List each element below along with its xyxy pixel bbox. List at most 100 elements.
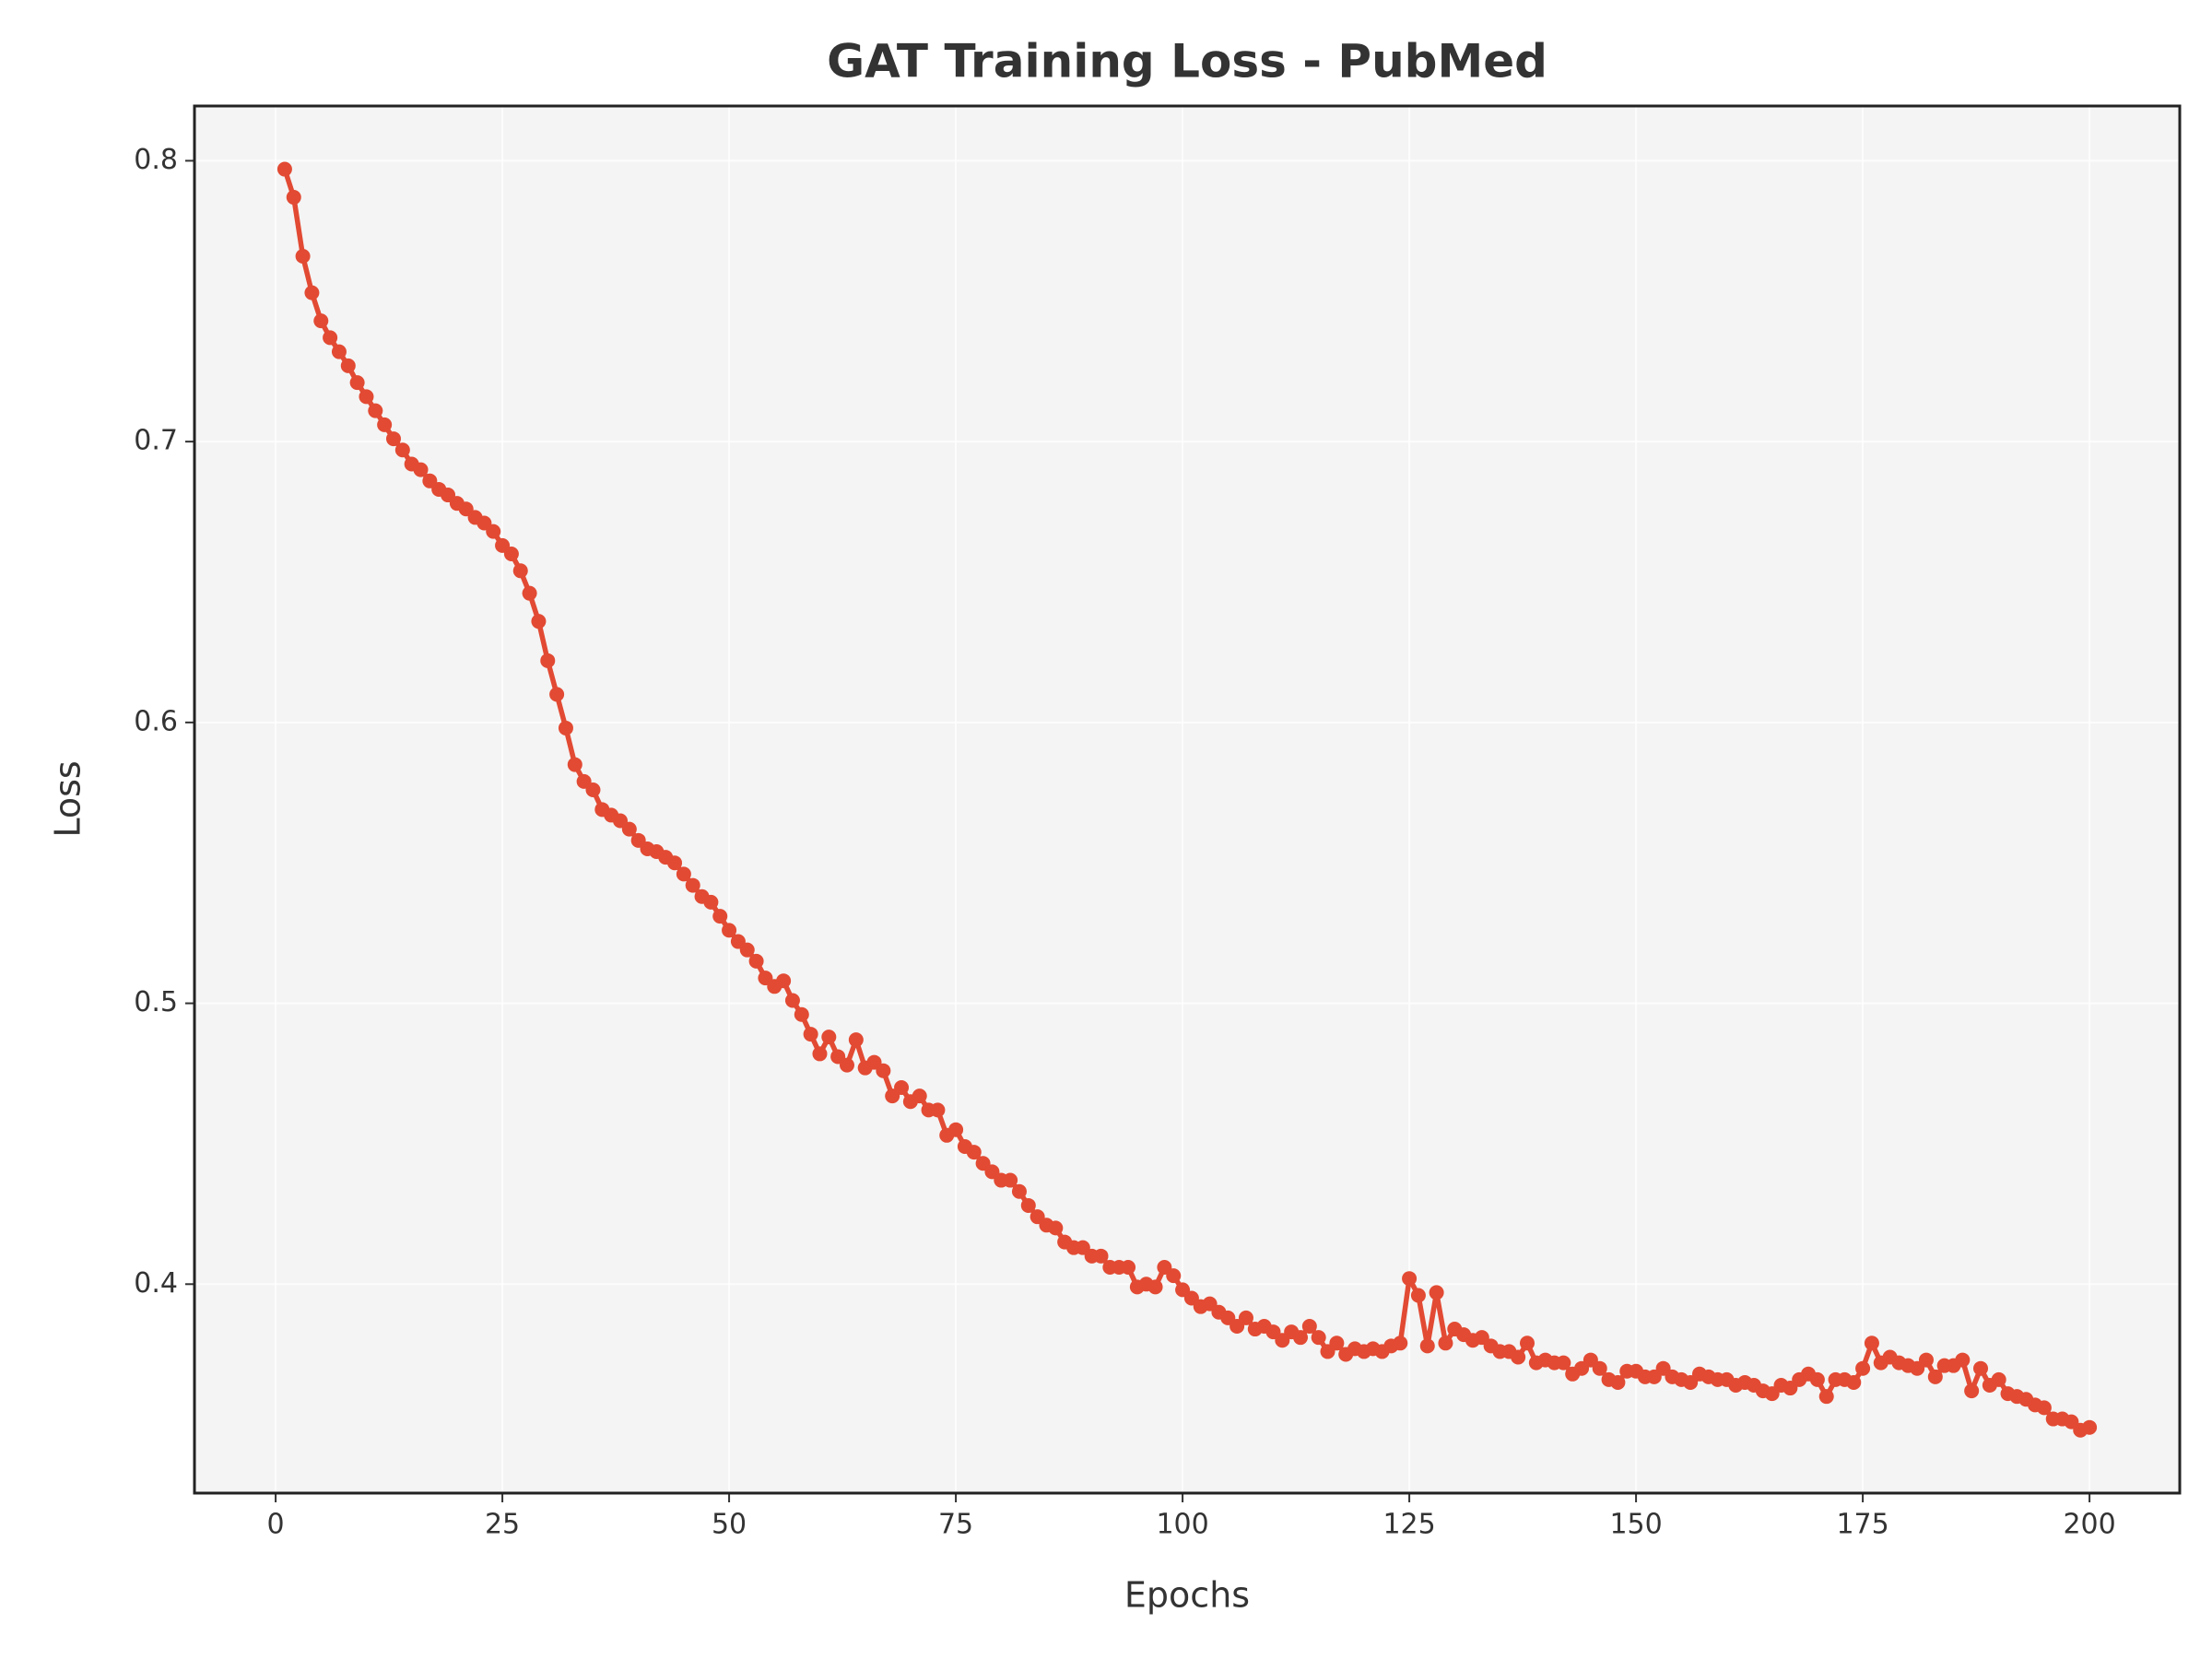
y-tick-label: 0.4 [134,1267,178,1300]
point [585,782,601,797]
chart-title: GAT Training Loss - PubMed [827,35,1547,88]
y-tick-label: 0.8 [134,144,178,176]
point [1147,1279,1163,1295]
point [313,313,329,329]
point [667,855,683,871]
point [1301,1318,1317,1334]
point [1238,1310,1253,1325]
point [1093,1248,1109,1264]
point [821,1030,837,1045]
point [1520,1335,1535,1351]
point [712,909,728,924]
point [812,1046,828,1062]
point [1402,1271,1418,1287]
point [368,403,383,418]
point [2082,1419,2098,1435]
x-tick-label: 0 [267,1509,285,1541]
point [331,344,347,359]
point [503,547,519,562]
point [286,190,301,206]
point [276,161,292,177]
point [2036,1400,2052,1416]
point [848,1032,864,1048]
point [486,524,501,539]
y-axis-label: Loss [48,760,88,837]
point [966,1145,982,1160]
point [1855,1360,1871,1376]
point [1964,1383,1980,1399]
point [1610,1374,1626,1390]
x-tick-label: 125 [1382,1509,1435,1541]
point [1846,1374,1862,1390]
point [413,462,429,477]
point [621,821,637,837]
point [531,614,547,629]
point [295,249,311,265]
x-tick-label: 200 [2063,1509,2115,1541]
point [803,1027,818,1042]
point [839,1057,854,1073]
point [1438,1335,1453,1351]
point [1556,1355,1571,1371]
point [784,993,800,1008]
point [567,757,582,772]
point [1973,1360,1989,1376]
x-tick-label: 150 [1609,1509,1662,1541]
x-tick-label: 50 [712,1509,747,1541]
point [748,953,764,969]
point [394,442,410,458]
point [1011,1183,1027,1199]
point [794,1006,809,1022]
point [558,720,573,735]
point [1293,1330,1309,1346]
point [1918,1352,1934,1368]
point [894,1079,910,1095]
point [1121,1260,1136,1276]
point [1311,1330,1326,1346]
point [349,375,365,391]
point [676,866,691,882]
point [340,358,356,373]
point [1592,1360,1607,1376]
x-tick-label: 75 [938,1509,973,1541]
point [876,1063,891,1078]
point [1410,1288,1426,1303]
point [522,585,537,601]
plot-frame [193,104,2182,1495]
x-tick-label: 100 [1156,1509,1208,1541]
point [359,389,374,405]
point [930,1102,946,1118]
point [377,417,393,432]
point [1003,1172,1018,1188]
plot-area [194,106,2180,1493]
point [549,687,565,702]
point [776,973,792,989]
point [948,1122,964,1137]
point [385,431,401,447]
point [1020,1197,1036,1213]
point [304,285,320,300]
point [739,942,755,958]
y-tick-label: 0.6 [134,705,178,737]
point [1991,1371,2006,1387]
point [1429,1285,1444,1300]
y-tick-label: 0.5 [134,986,178,1018]
point [1955,1352,1971,1368]
point [1511,1349,1526,1365]
point [1048,1220,1064,1236]
point [912,1088,927,1104]
point [1818,1389,1834,1405]
point [703,894,719,910]
x-tick-label: 175 [1836,1509,1888,1541]
point [1927,1369,1943,1384]
x-axis-label: Epochs [1124,1575,1250,1616]
point [1419,1338,1435,1354]
point [323,330,338,346]
point [540,653,556,668]
x-tick-label: 25 [485,1509,520,1541]
point [1329,1335,1345,1351]
point [1393,1335,1408,1351]
point [685,877,700,893]
point [1864,1335,1879,1351]
